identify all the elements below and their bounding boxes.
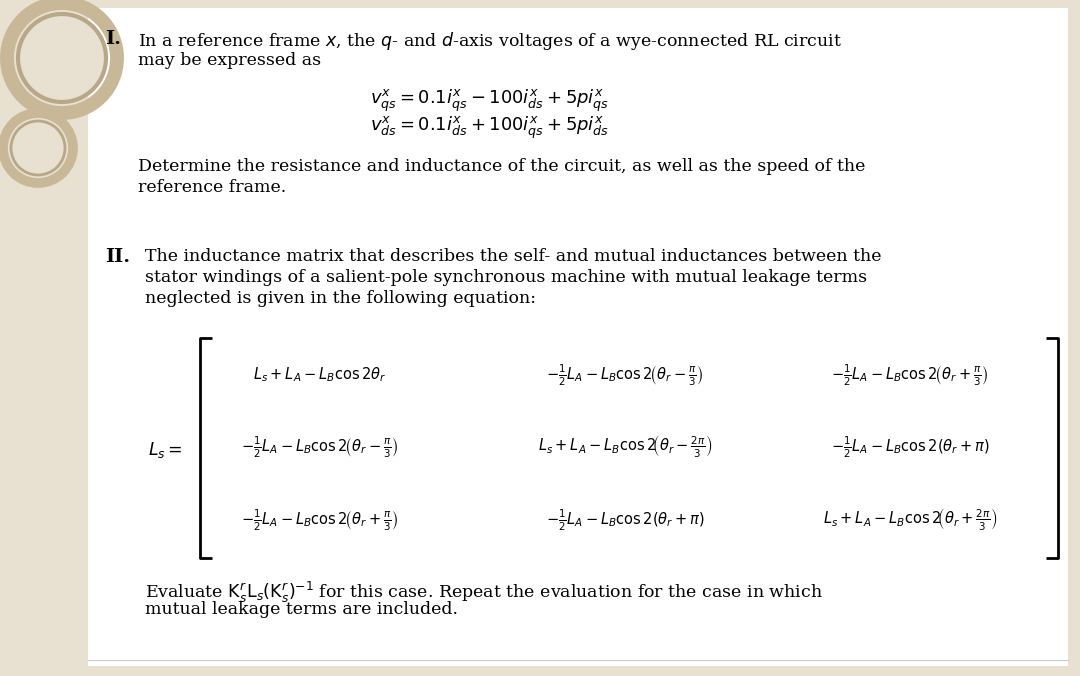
Text: $-\frac{1}{2}L_A - L_B \cos 2\!\left(\theta_r - \frac{\pi}{3}\right)$: $-\frac{1}{2}L_A - L_B \cos 2\!\left(\th…	[546, 362, 704, 387]
Text: neglected is given in the following equation:: neglected is given in the following equa…	[145, 290, 536, 307]
Text: I.: I.	[105, 30, 121, 48]
Text: mutual leakage terms are included.: mutual leakage terms are included.	[145, 601, 458, 618]
Text: In a reference frame $x$, the $q$- and $d$-axis voltages of a wye-connected RL c: In a reference frame $x$, the $q$- and $…	[138, 30, 842, 52]
Text: stator windings of a salient-pole synchronous machine with mutual leakage terms: stator windings of a salient-pole synchr…	[145, 269, 867, 286]
Text: reference frame.: reference frame.	[138, 179, 286, 196]
Text: $-\frac{1}{2}L_A - L_B \cos 2\!\left(\theta_r + \frac{\pi}{3}\right)$: $-\frac{1}{2}L_A - L_B \cos 2\!\left(\th…	[832, 362, 988, 387]
Text: The inductance matrix that describes the self- and mutual inductances between th: The inductance matrix that describes the…	[145, 248, 881, 265]
Text: $L_s + L_A - L_B \cos 2\!\left(\theta_r - \frac{2\pi}{3}\right)$: $L_s + L_A - L_B \cos 2\!\left(\theta_r …	[538, 434, 712, 460]
Text: II.: II.	[105, 248, 130, 266]
Text: $-\frac{1}{2}L_A - L_B \cos 2(\theta_r + \pi)$: $-\frac{1}{2}L_A - L_B \cos 2(\theta_r +…	[831, 434, 989, 460]
Circle shape	[10, 120, 66, 176]
Text: $L_s =$: $L_s =$	[148, 440, 183, 460]
Text: $L_s + L_A - L_B \cos 2\theta_r$: $L_s + L_A - L_B \cos 2\theta_r$	[254, 366, 387, 385]
Text: $-\frac{1}{2}L_A - L_B \cos 2(\theta_r + \pi)$: $-\frac{1}{2}L_A - L_B \cos 2(\theta_r +…	[545, 507, 704, 533]
Text: $v_{qs}^{x} = 0.1i_{qs}^{x} - 100i_{ds}^{x} + 5pi_{qs}^{x}$: $v_{qs}^{x} = 0.1i_{qs}^{x} - 100i_{ds}^…	[370, 88, 609, 114]
Circle shape	[17, 13, 107, 103]
Text: Determine the resistance and inductance of the circuit, as well as the speed of : Determine the resistance and inductance …	[138, 158, 865, 175]
Text: $L_s + L_A - L_B \cos 2\!\left(\theta_r + \frac{2\pi}{3}\right)$: $L_s + L_A - L_B \cos 2\!\left(\theta_r …	[823, 507, 997, 533]
Text: may be expressed as: may be expressed as	[138, 52, 321, 69]
Text: Evaluate $\mathrm{K}_s^r\mathrm{L}_s(\mathrm{K}_s^r)^{-1}$ for this case. Repeat: Evaluate $\mathrm{K}_s^r\mathrm{L}_s(\ma…	[145, 580, 823, 605]
Text: $v_{ds}^{x} = 0.1i_{ds}^{x} + 100i_{qs}^{x} + 5pi_{ds}^{x}$: $v_{ds}^{x} = 0.1i_{ds}^{x} + 100i_{qs}^…	[370, 115, 609, 141]
Text: $-\frac{1}{2}L_A - L_B \cos 2\!\left(\theta_r + \frac{\pi}{3}\right)$: $-\frac{1}{2}L_A - L_B \cos 2\!\left(\th…	[241, 507, 399, 533]
Text: $-\frac{1}{2}L_A - L_B \cos 2\!\left(\theta_r - \frac{\pi}{3}\right)$: $-\frac{1}{2}L_A - L_B \cos 2\!\left(\th…	[241, 434, 399, 460]
